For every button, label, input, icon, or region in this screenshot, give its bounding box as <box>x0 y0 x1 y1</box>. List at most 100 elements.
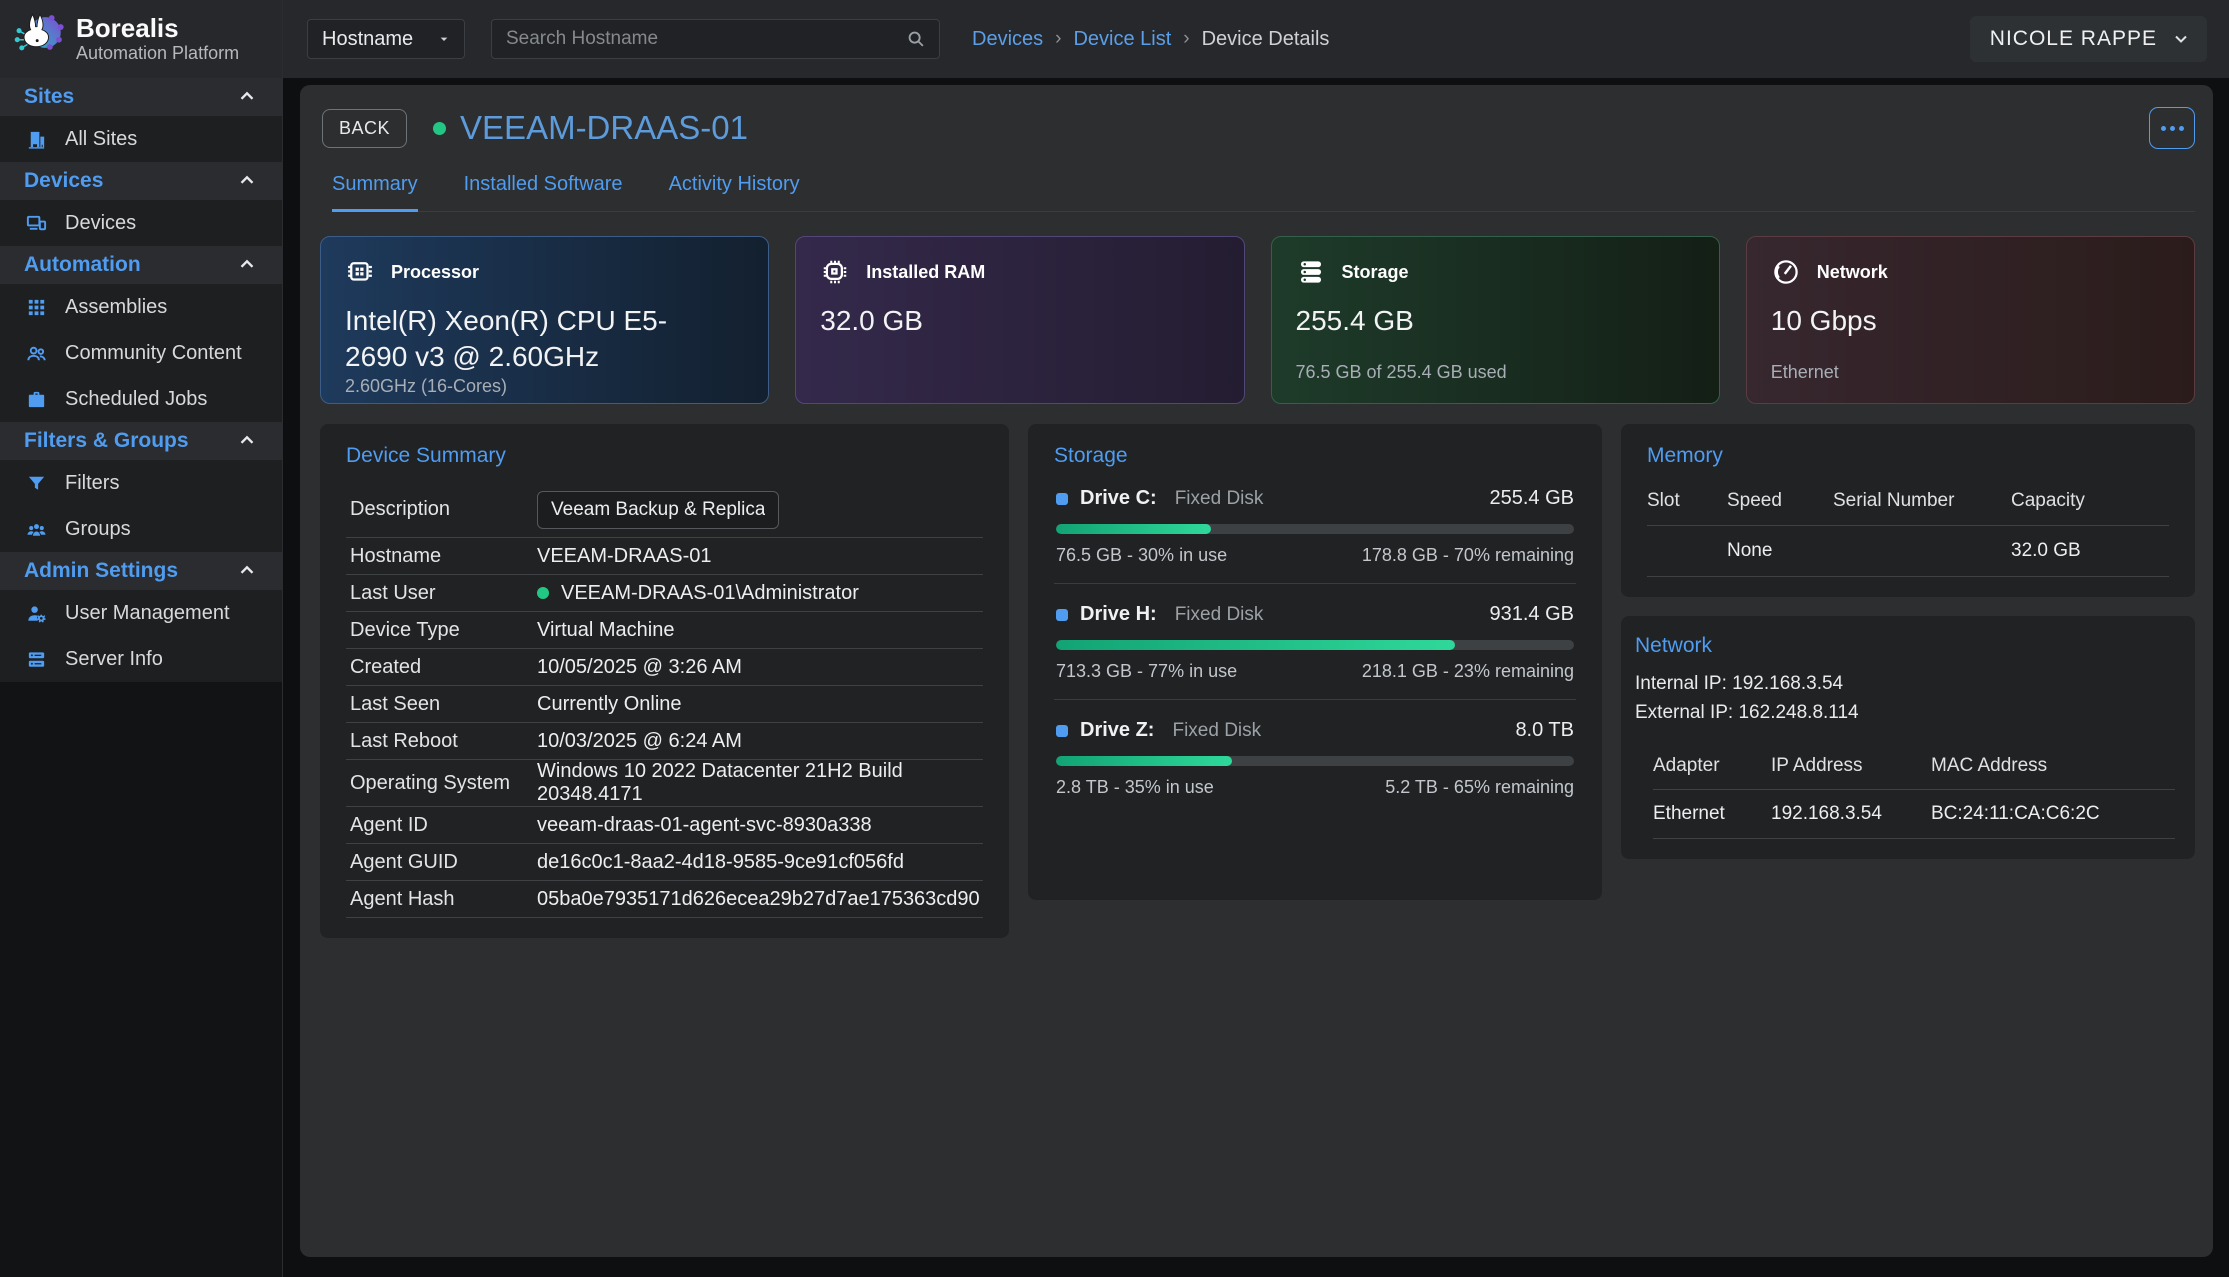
sidebar-item-server-info[interactable]: Server Info <box>0 636 282 682</box>
drive-usage-fill <box>1056 756 1232 766</box>
summary-row-created: Created 10/05/2025 @ 3:26 AM <box>346 649 983 686</box>
brand-header: Borealis Automation Platform <box>0 0 282 78</box>
section-label: Automation <box>24 253 141 277</box>
sidebar-item-filters[interactable]: Filters <box>0 460 282 506</box>
sidebar-section-automation[interactable]: Automation <box>0 246 282 284</box>
sidebar-item-assemblies[interactable]: Assemblies <box>0 284 282 330</box>
storage-panel-title: Storage <box>1054 444 1576 468</box>
section-label: Devices <box>24 169 103 193</box>
device-tabs: Summary Installed Software Activity Hist… <box>332 173 2195 212</box>
summary-label: Last Seen <box>350 693 537 716</box>
drive-z-row: Drive Z: Fixed Disk 8.0 TB 2.8 TB - 35% … <box>1054 700 1576 815</box>
drive-used-text: 76.5 GB - 30% in use <box>1056 545 1227 566</box>
tab-summary[interactable]: Summary <box>332 173 418 212</box>
sidebar-item-label: User Management <box>65 602 230 625</box>
sidebar-item-label: Groups <box>65 518 131 541</box>
drive-remaining-text: 178.8 GB - 70% remaining <box>1362 545 1574 566</box>
breadcrumb-separator: › <box>1183 28 1189 50</box>
summary-label: Last User <box>350 582 537 605</box>
summary-row-last-seen: Last Seen Currently Online <box>346 686 983 723</box>
summary-row-last-user: Last User VEEAM-DRAAS-01\Administrator <box>346 575 983 612</box>
sidebar-item-groups[interactable]: Groups <box>0 506 282 552</box>
ip-lines: Internal IP: 192.168.3.54 External IP: 1… <box>1635 670 2181 727</box>
sidebar-section-sites[interactable]: Sites <box>0 78 282 116</box>
network-col-adapter: Adapter <box>1653 741 1771 790</box>
summary-row-description: Description <box>346 482 983 538</box>
sidebar: Borealis Automation Platform Sites All S… <box>0 0 283 1277</box>
search-field-dropdown[interactable]: Hostname <box>307 19 465 59</box>
breadcrumb-device-details: Device Details <box>1202 28 1330 51</box>
drive-name: Drive H: <box>1080 603 1157 626</box>
processor-value: Intel(R) Xeon(R) CPU E5-2690 v3 @ 2.60GH… <box>345 303 744 376</box>
summary-label: Agent GUID <box>350 851 537 874</box>
memory-cell-speed: None <box>1727 526 1833 577</box>
device-summary-panel: Device Summary Description Hostname VEEA… <box>320 424 1009 938</box>
memory-panel-title: Memory <box>1647 444 2169 468</box>
storage-stack-icon <box>1296 257 1326 287</box>
network-panel: Network Internal IP: 192.168.3.54 Extern… <box>1621 616 2195 859</box>
content-outer: BACK VEEAM-DRAAS-01 Summary Installed So… <box>283 78 2229 1277</box>
drive-bullet-icon <box>1056 725 1068 737</box>
sidebar-section-filters-groups[interactable]: Filters & Groups <box>0 422 282 460</box>
sidebar-item-community-content[interactable]: Community Content <box>0 330 282 376</box>
sidebar-item-all-sites[interactable]: All Sites <box>0 116 282 162</box>
section-label: Admin Settings <box>24 559 178 583</box>
drive-total: 931.4 GB <box>1489 603 1574 626</box>
online-status-dot <box>537 587 549 599</box>
ram-value: 32.0 GB <box>820 303 1219 339</box>
tab-activity-history[interactable]: Activity History <box>669 173 800 212</box>
topbar: Hostname Devices › Device List › Device … <box>283 0 2229 78</box>
summary-row-device-type: Device Type Virtual Machine <box>346 612 983 649</box>
summary-row-operating-system: Operating System Windows 10 2022 Datacen… <box>346 760 983 807</box>
brand-subtitle: Automation Platform <box>76 43 239 64</box>
memory-table: Slot Speed Serial Number Capacity None 3… <box>1647 474 2169 577</box>
drive-c-row: Drive C: Fixed Disk 255.4 GB 76.5 GB - 3… <box>1054 468 1576 584</box>
search-icon[interactable] <box>905 28 927 50</box>
drive-usage-bar <box>1056 756 1574 766</box>
sidebar-item-label: All Sites <box>65 128 137 151</box>
description-input[interactable] <box>537 491 779 529</box>
stat-card-title: Processor <box>391 262 479 283</box>
caret-down-icon <box>436 31 452 47</box>
people-icon <box>25 342 48 365</box>
section-label: Sites <box>24 85 74 109</box>
sidebar-section-devices[interactable]: Devices <box>0 162 282 200</box>
building-icon <box>25 128 48 151</box>
tab-installed-software[interactable]: Installed Software <box>464 173 623 212</box>
search-input[interactable] <box>496 28 905 50</box>
memory-panel: Memory Slot Speed Serial Number Capacity… <box>1621 424 2195 597</box>
online-status-dot <box>433 122 446 135</box>
storage-value: 255.4 GB <box>1296 303 1695 339</box>
search-field-dropdown-value: Hostname <box>322 28 413 51</box>
sidebar-section-admin-settings[interactable]: Admin Settings <box>0 552 282 590</box>
network-cell-ip: 192.168.3.54 <box>1771 790 1931 839</box>
network-col-mac: MAC Address <box>1931 741 2175 790</box>
breadcrumb-separator: › <box>1055 28 1061 50</box>
search-box <box>491 19 940 59</box>
borealis-logo-icon <box>10 8 68 71</box>
more-actions-button[interactable] <box>2149 107 2195 149</box>
user-menu-button[interactable]: NICOLE RAPPE <box>1970 16 2207 62</box>
summary-label: Last Reboot <box>350 730 537 753</box>
brand-text: Borealis Automation Platform <box>76 14 239 64</box>
summary-row-hostname: Hostname VEEAM-DRAAS-01 <box>346 538 983 575</box>
summary-value: Currently Online <box>537 693 682 716</box>
summary-row-last-reboot: Last Reboot 10/03/2025 @ 6:24 AM <box>346 723 983 760</box>
storage-panel: Storage Drive C: Fixed Disk 255.4 GB <box>1028 424 1602 900</box>
summary-label: Device Type <box>350 619 537 642</box>
memory-col-speed: Speed <box>1727 474 1833 526</box>
breadcrumb-devices[interactable]: Devices <box>972 28 1043 51</box>
server-icon <box>25 648 48 671</box>
drive-usage-fill <box>1056 640 1455 650</box>
sidebar-item-devices[interactable]: Devices <box>0 200 282 246</box>
network-value: 10 Gbps <box>1771 303 2170 339</box>
ram-chip-icon <box>820 257 850 287</box>
installed-ram-card: Installed RAM 32.0 GB <box>795 236 1244 404</box>
sidebar-item-label: Scheduled Jobs <box>65 388 207 411</box>
back-button[interactable]: BACK <box>322 109 407 148</box>
sidebar-item-user-management[interactable]: User Management <box>0 590 282 636</box>
breadcrumb-device-list[interactable]: Device List <box>1073 28 1171 51</box>
sidebar-item-scheduled-jobs[interactable]: Scheduled Jobs <box>0 376 282 422</box>
device-details-panel: BACK VEEAM-DRAAS-01 Summary Installed So… <box>300 85 2213 1257</box>
summary-row-agent-id: Agent ID veeam-draas-01-agent-svc-8930a3… <box>346 807 983 844</box>
